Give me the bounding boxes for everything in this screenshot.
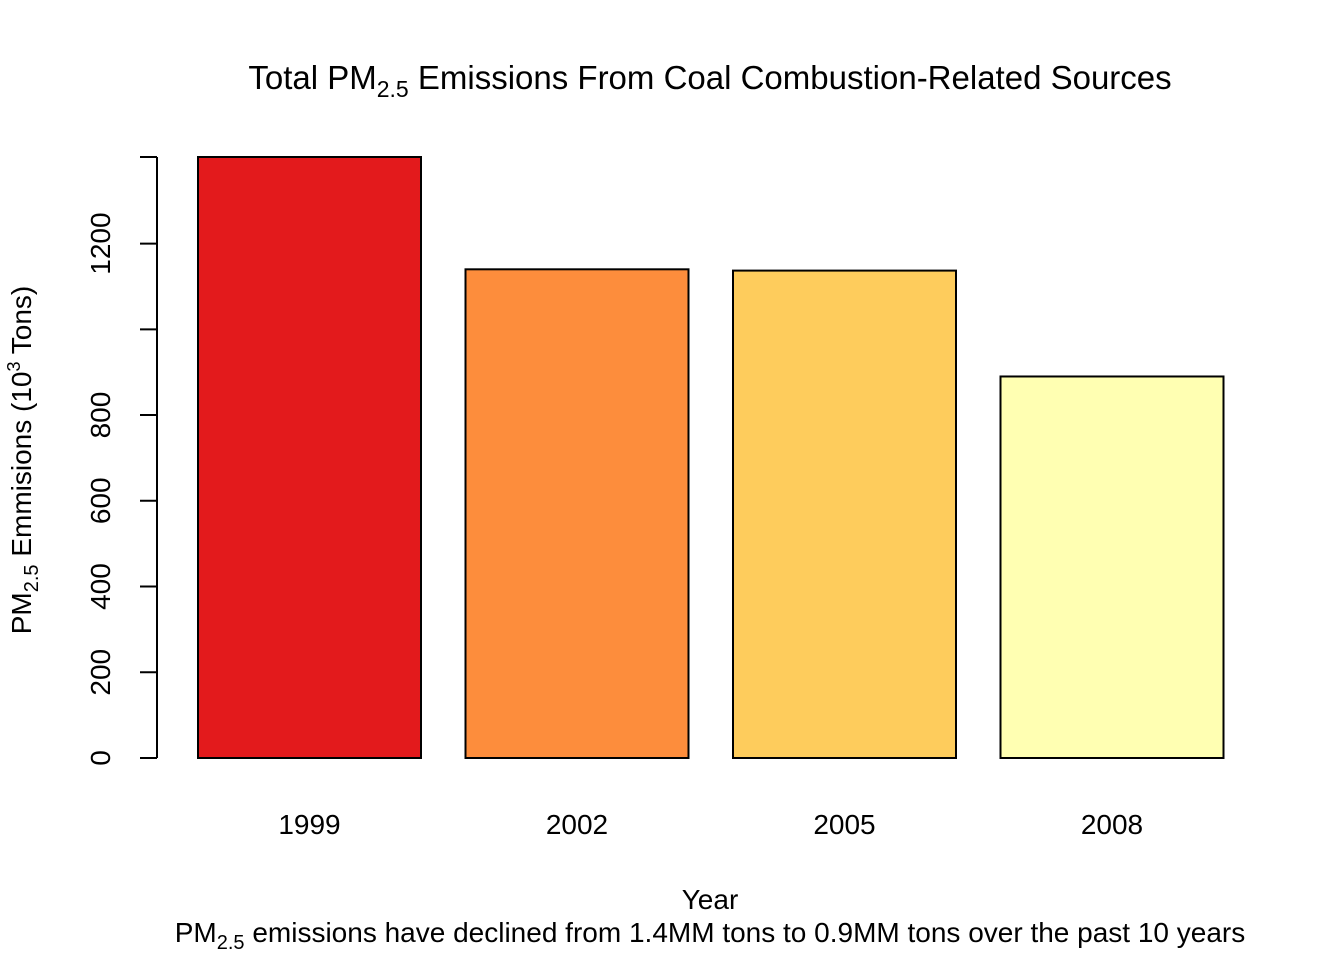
y-axis: 0 200 400 600 800 1200 — [85, 156, 158, 766]
ylabel-prefix: PM — [6, 592, 37, 634]
ylabel-subscript: 2.5 — [21, 564, 43, 592]
y-tick-label-200: 200 — [85, 649, 116, 696]
y-tick-label-400: 400 — [85, 563, 116, 610]
chart-title: Total PM2.5 Emissions From Coal Combusti… — [248, 59, 1171, 102]
bars-group — [197, 156, 1225, 759]
x-tick-label-1999: 1999 — [278, 809, 340, 840]
x-axis-label: Year — [682, 884, 739, 915]
bar-2002 — [464, 268, 690, 759]
y-tick-label-1200: 1200 — [85, 212, 116, 274]
subtitle-subscript: 2.5 — [217, 932, 245, 954]
x-tick-label-2008: 2008 — [1081, 809, 1143, 840]
y-tick-label-600: 600 — [85, 477, 116, 524]
bar-2008 — [999, 375, 1225, 759]
title-subscript: 2.5 — [377, 76, 409, 102]
ylabel-middle: Emmisions (10 — [6, 372, 37, 565]
bar-1999 — [197, 156, 422, 759]
x-tick-label-2005: 2005 — [813, 809, 875, 840]
subtitle-prefix: PM — [175, 917, 217, 948]
y-tick-label-800: 800 — [85, 392, 116, 439]
title-prefix: Total PM — [248, 59, 376, 96]
x-tick-label-2002: 2002 — [546, 809, 608, 840]
y-tick-label-0: 0 — [85, 750, 116, 766]
chart-subtitle: PM2.5 emissions have declined from 1.4MM… — [175, 917, 1246, 954]
x-tick-labels: 1999 2002 2005 2008 — [278, 809, 1143, 840]
title-suffix: Emissions From Coal Combustion-Related S… — [409, 59, 1172, 96]
ylabel-suffix: Tons) — [6, 286, 37, 362]
ylabel-superscript: 3 — [4, 361, 24, 371]
bar-2005 — [732, 269, 957, 759]
subtitle-suffix: emissions have declined from 1.4MM tons … — [245, 917, 1246, 948]
y-axis-label: PM2.5 Emmisions (103 Tons) — [4, 286, 43, 635]
